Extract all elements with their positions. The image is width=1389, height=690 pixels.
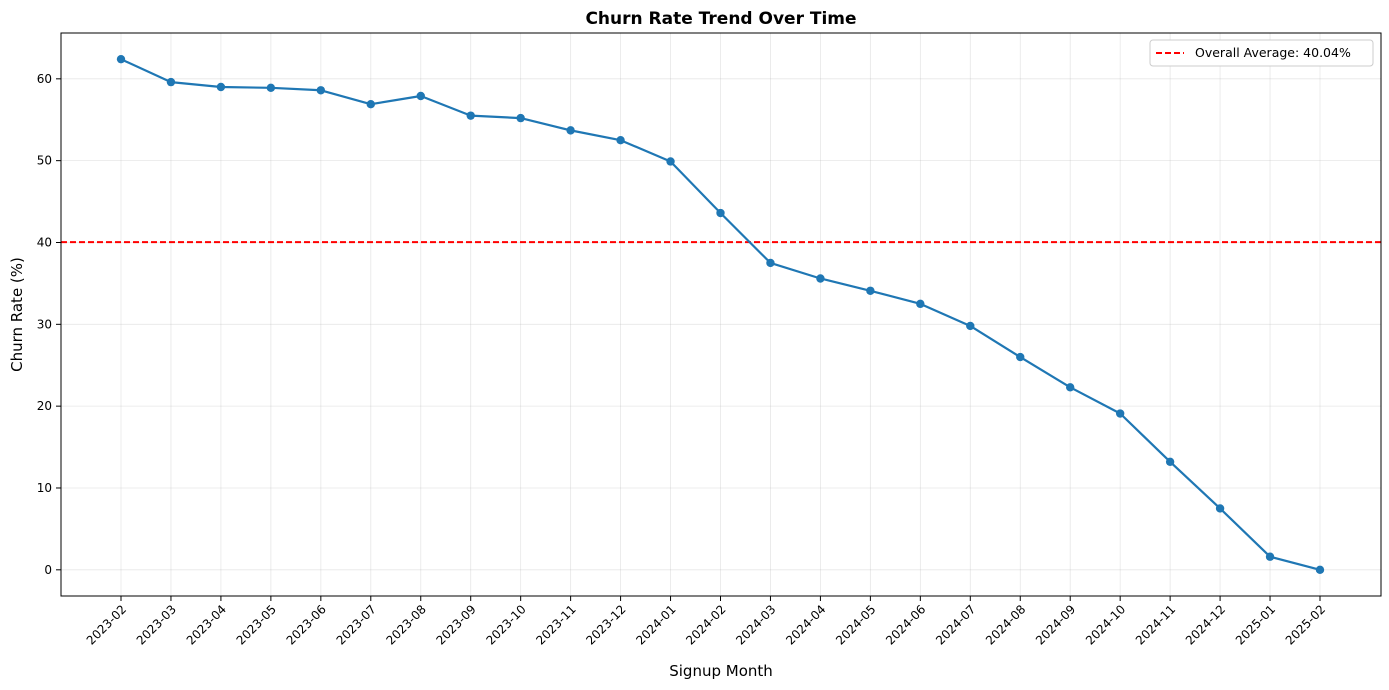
data-point — [516, 113, 525, 123]
data-point — [116, 54, 126, 64]
data-point — [266, 83, 276, 93]
y-tick-label: 20 — [37, 399, 52, 413]
data-point — [1115, 409, 1125, 418]
x-tick-label: 2023-05 — [234, 602, 279, 647]
x-axis-label: Signup Month — [669, 662, 773, 680]
x-tick-label: 2023-12 — [583, 602, 628, 647]
x-tick-label: 2025-01 — [1233, 602, 1278, 647]
x-tick-label: 2024-10 — [1083, 602, 1128, 647]
data-point — [916, 299, 925, 309]
data-point — [816, 274, 825, 283]
x-tick-label: 2023-10 — [483, 602, 528, 647]
y-tick-label: 50 — [37, 154, 52, 168]
x-tick-label: 2024-09 — [1033, 602, 1078, 647]
x-tick-label: 2024-01 — [633, 602, 678, 647]
x-tick-label: 2023-04 — [184, 602, 229, 647]
y-axis-label: Churn Rate (%) — [8, 257, 26, 372]
legend: Overall Average: 40.04% — [1149, 39, 1374, 67]
data-point — [616, 135, 625, 145]
y-tick-label: 30 — [37, 317, 52, 331]
x-tick-label: 2023-11 — [533, 602, 578, 647]
data-point — [716, 208, 725, 218]
data-point — [1265, 552, 1275, 561]
x-tick-label: 2024-05 — [833, 602, 878, 647]
x-tick-label: 2023-09 — [433, 602, 478, 647]
series-group — [116, 54, 1325, 575]
data-point — [166, 77, 176, 87]
data-point — [1165, 457, 1175, 466]
legend-box — [1149, 39, 1374, 67]
data-point — [1016, 352, 1025, 362]
y-tick-label: 40 — [37, 235, 52, 249]
x-tick-label: 2024-02 — [683, 602, 728, 647]
x-tick-label: 2024-06 — [883, 602, 928, 647]
x-tick-label: 2024-12 — [1183, 602, 1228, 647]
x-tick-label: 2023-08 — [384, 602, 429, 647]
x-tick-label: 2023-07 — [334, 602, 379, 647]
chart-title: Churn Rate Trend Over Time — [585, 9, 856, 29]
plot-frame — [60, 32, 1382, 597]
grid — [61, 33, 1381, 596]
ticks: 2023-02 2023-03 2023-04 2023-05 2023-06 2023-… — [37, 72, 1328, 648]
x-tick-label: 2025-02 — [1283, 602, 1328, 647]
data-point — [766, 258, 775, 268]
data-point — [216, 82, 226, 92]
y-tick-label: 10 — [37, 481, 52, 495]
x-tick-label: 2024-07 — [933, 602, 978, 647]
data-point — [416, 91, 425, 101]
x-tick-label: 2023-02 — [84, 602, 129, 647]
x-tick-label: 2024-08 — [983, 602, 1028, 647]
data-point — [466, 111, 475, 120]
y-tick-label: 0 — [44, 563, 52, 577]
data-point — [966, 321, 975, 331]
data-point — [1315, 565, 1325, 575]
data-point — [866, 286, 875, 295]
data-point — [666, 157, 675, 166]
data-point — [316, 86, 326, 95]
x-tick-label: 2024-03 — [733, 602, 778, 647]
x-tick-label: 2024-11 — [1133, 602, 1178, 647]
data-point — [1215, 504, 1225, 513]
data-point — [566, 126, 575, 135]
x-tick-label: 2023-03 — [134, 602, 179, 647]
legend-label-average: Overall Average: 40.04% — [1195, 45, 1351, 60]
y-tick-label: 60 — [37, 72, 52, 86]
x-tick-label: 2024-04 — [783, 602, 828, 647]
data-point — [1066, 383, 1075, 392]
x-tick-label: 2023-06 — [284, 602, 329, 647]
data-point — [366, 99, 375, 109]
